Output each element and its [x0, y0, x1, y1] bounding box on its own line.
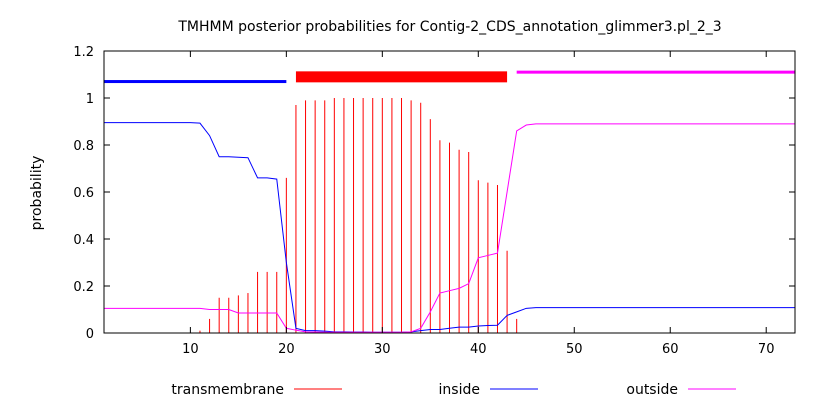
x-tick-label: 30	[374, 342, 391, 357]
x-tick-label: 50	[566, 342, 583, 357]
legend-item-outside: outside	[626, 382, 736, 398]
chart-title: TMHMM posterior probabilities for Contig…	[177, 19, 721, 35]
axes: 0 0.2 0.4 0.6 0.8 1 1.2 10 20 30 40 50 60 70	[73, 45, 796, 357]
x-tick-label: 20	[278, 342, 295, 357]
y-tick-label: 0	[86, 327, 94, 342]
y-tick-label: 0.6	[73, 186, 94, 201]
series-line-inside	[104, 122, 795, 333]
plot-area	[104, 70, 795, 333]
y-tick-label: 0.4	[73, 233, 94, 248]
legend-label-outside: outside	[626, 382, 678, 398]
y-tick-label: 0.2	[73, 280, 94, 295]
legend-item-inside: inside	[439, 382, 538, 398]
topology-bar-transmembrane	[295, 71, 508, 83]
x-tick-label: 70	[758, 342, 775, 357]
x-tick-label: 60	[662, 342, 679, 357]
y-tick-label: 1.2	[73, 45, 94, 60]
y-tick-label: 0.8	[73, 139, 94, 154]
x-tick-label: 10	[182, 342, 199, 357]
y-axis-label: probability	[29, 156, 45, 231]
x-tick-label: 40	[470, 342, 487, 357]
legend-label-inside: inside	[439, 382, 480, 398]
topology-bar-outside	[516, 70, 795, 74]
legend-label-transmembrane: transmembrane	[171, 382, 284, 398]
series-line-outside	[104, 123, 795, 333]
topology-bar-inside	[104, 80, 287, 84]
legend-item-transmembrane: transmembrane	[171, 382, 342, 398]
y-tick-label: 1	[86, 92, 94, 107]
legend: transmembrane inside outside	[171, 382, 736, 398]
